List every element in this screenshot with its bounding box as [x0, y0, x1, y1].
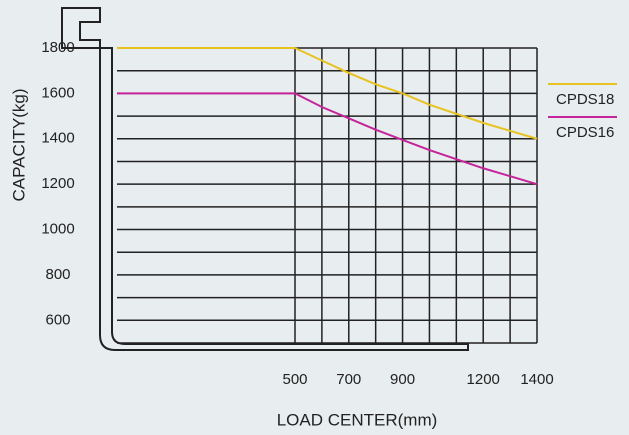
y-tick-label: 1400 — [41, 130, 74, 147]
fork-outline — [61, 7, 469, 351]
y-tick-label: 1000 — [41, 221, 74, 238]
x-tick-label: 900 — [390, 371, 415, 388]
x-axis-label: LOAD CENTER(mm) — [277, 410, 438, 429]
x-tick-label: 1200 — [467, 371, 500, 388]
y-axis-label: CAPACITY(kg) — [9, 88, 28, 201]
x-tick-label: 1400 — [520, 371, 553, 388]
y-tick-label: 800 — [45, 266, 70, 283]
y-tick-label: 1600 — [41, 84, 74, 101]
x-tick-label: 700 — [336, 371, 361, 388]
series-line — [294, 92, 538, 186]
legend-label: CPDS18 — [556, 91, 614, 108]
y-tick-label: 1200 — [41, 175, 74, 192]
y-tick-label: 600 — [45, 311, 70, 328]
x-tick-label: 500 — [282, 371, 307, 388]
series-line — [294, 47, 538, 140]
y-tick-label: 1800 — [41, 39, 74, 56]
legend-label: CPDS16 — [556, 124, 614, 141]
